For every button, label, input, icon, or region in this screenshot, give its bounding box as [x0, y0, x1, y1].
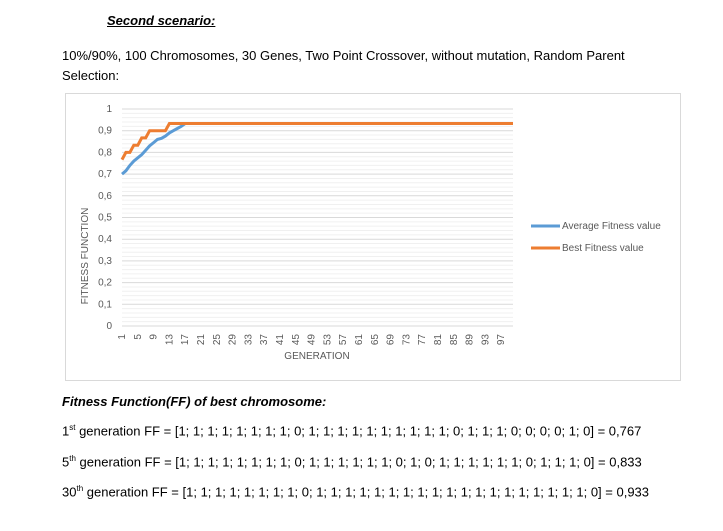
gen-num: 30 — [62, 484, 77, 500]
x-tick-label: 13 — [164, 334, 175, 346]
y-tick-label: 0,7 — [98, 169, 112, 180]
y-axis-label: FITNESS FUNCTION — [80, 208, 91, 305]
series-line-1 — [120, 122, 513, 161]
y-tick-label: 0,5 — [98, 213, 112, 224]
y-tick-label: 0,6 — [98, 191, 112, 202]
x-tick-label: 5 — [133, 334, 144, 340]
x-tick-label: 65 — [370, 334, 381, 346]
x-tick-label: 29 — [228, 334, 239, 346]
x-tick-label: 61 — [354, 334, 365, 346]
x-tick-label: 33 — [243, 334, 254, 346]
y-tick-label: 0,8 — [98, 147, 112, 158]
y-tick-label: 0,1 — [98, 299, 112, 310]
y-tick-label: 0,4 — [98, 234, 112, 245]
x-tick-label: 37 — [259, 334, 270, 346]
x-tick-label: 1 — [117, 334, 128, 340]
gen-num: 5 — [62, 454, 70, 470]
x-tick-label: 73 — [401, 334, 412, 346]
fitness-chart: 0 0,1 0,2 0,3 0,4 0,5 0,6 0,7 0,8 0,9 1 1 5 9 13 17 21 2… — [65, 93, 681, 381]
gen-text: generation FF = [1; 1; 1; 1; 1; 1; 1; 1;… — [83, 484, 650, 500]
x-tick-label: 93 — [480, 334, 491, 346]
gen-sup: th — [76, 484, 84, 493]
x-tick-label: 17 — [180, 334, 191, 346]
section-title: Second scenario: — [107, 13, 216, 28]
generation-30-line: 30th generation FF = [1; 1; 1; 1; 1; 1; … — [62, 484, 649, 499]
y-tick-label: 0,3 — [98, 256, 112, 267]
scenario-description: 10%/90%, 100 Chromosomes, 30 Genes, Two … — [62, 48, 625, 83]
x-tick-label: 97 — [496, 334, 507, 346]
legend-label: Average Fitness value — [562, 221, 661, 232]
legend-label: Best Fitness value — [562, 243, 644, 254]
x-tick-label: 45 — [291, 334, 302, 346]
gen-num: 1 — [62, 423, 70, 439]
x-tick-label: 69 — [386, 334, 397, 346]
gen-sup: th — [69, 454, 76, 463]
generation-1-line: 1st generation FF = [1; 1; 1; 1; 1; 1; 1… — [62, 423, 641, 438]
x-tick-label: 85 — [449, 334, 460, 346]
x-axis-label: GENERATION — [284, 351, 349, 362]
x-tick-label: 81 — [433, 334, 444, 346]
x-tick-label: 41 — [275, 334, 286, 346]
x-tick-label: 49 — [307, 334, 318, 346]
generation-5-line: 5th generation FF = [1; 1; 1; 1; 1; 1; 1… — [62, 454, 642, 469]
x-tick-label: 53 — [322, 334, 333, 346]
x-tick-label: 21 — [196, 334, 207, 346]
y-tick-label: 0,9 — [98, 126, 112, 137]
gen-text: generation FF = [1; 1; 1; 1; 1; 1; 1; 1;… — [75, 423, 642, 439]
chart-svg: 00,10,20,30,40,50,60,70,80,91 1 5 9 13 17 21 2… — [80, 104, 661, 362]
ff-heading: Fitness Function(FF) of best chromosome: — [62, 394, 327, 409]
gen-sup: st — [69, 423, 76, 432]
y-tick-label: 1 — [106, 104, 112, 115]
gen-text: generation FF = [1; 1; 1; 1; 1; 1; 1; 1;… — [75, 454, 642, 470]
y-tick-label: 0 — [106, 321, 112, 332]
x-tick-label: 25 — [212, 334, 223, 346]
x-tick-label: 89 — [465, 334, 476, 346]
x-tick-label: 77 — [417, 334, 428, 346]
x-tick-label: 57 — [338, 334, 349, 346]
x-tick-label: 9 — [149, 334, 160, 340]
y-tick-label: 0,2 — [98, 278, 112, 289]
